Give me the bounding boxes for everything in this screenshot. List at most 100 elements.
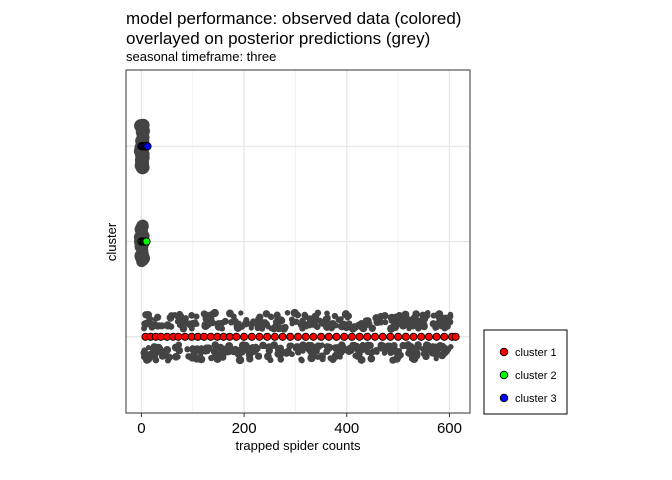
observed-point-cluster-1 bbox=[286, 332, 295, 341]
prediction-point bbox=[154, 343, 163, 353]
prediction-point bbox=[307, 353, 316, 363]
prediction-point bbox=[276, 316, 286, 325]
prediction-point bbox=[289, 351, 295, 358]
prediction-point bbox=[415, 325, 422, 332]
prediction-point bbox=[324, 310, 330, 317]
prediction-point bbox=[254, 352, 263, 360]
prediction-point bbox=[165, 353, 174, 362]
prediction-point bbox=[303, 324, 309, 330]
observed-point-cluster-1 bbox=[355, 332, 364, 341]
observed-point-cluster-1 bbox=[378, 332, 387, 341]
observed-data bbox=[137, 142, 460, 341]
observed-point-cluster-1 bbox=[232, 332, 241, 341]
observed-point-cluster-1 bbox=[293, 332, 303, 341]
observed-point-cluster-1 bbox=[247, 332, 256, 341]
observed-point-cluster-1 bbox=[332, 332, 341, 341]
prediction-point bbox=[171, 343, 180, 352]
prediction-point bbox=[167, 323, 175, 330]
prediction-point bbox=[311, 312, 320, 321]
prediction-point bbox=[172, 352, 180, 361]
prediction-point bbox=[246, 355, 254, 363]
prediction-point bbox=[337, 349, 345, 356]
chart-subtitle: seasonal timeframe: three bbox=[126, 49, 276, 64]
prediction-point bbox=[366, 321, 373, 327]
observed-point-cluster-1 bbox=[440, 332, 449, 341]
prediction-point bbox=[209, 310, 215, 317]
prediction-point bbox=[204, 320, 212, 329]
prediction-point bbox=[318, 320, 325, 327]
prediction-point bbox=[197, 349, 204, 357]
legend-key-cluster-2 bbox=[499, 370, 509, 380]
grid bbox=[126, 70, 470, 413]
prediction-point bbox=[374, 349, 380, 355]
prediction-point bbox=[188, 311, 196, 319]
prediction-point bbox=[332, 322, 339, 329]
observed-point-cluster-1 bbox=[432, 332, 441, 341]
x-axis: 0 200 400 600 bbox=[137, 413, 462, 437]
prediction-point bbox=[442, 350, 449, 357]
prediction-point bbox=[219, 325, 226, 332]
observed-point-cluster-1 bbox=[309, 332, 318, 341]
prediction-point bbox=[176, 310, 184, 318]
prediction-point bbox=[142, 355, 151, 364]
prediction-point bbox=[270, 324, 278, 333]
prediction-point bbox=[282, 348, 291, 357]
prediction-point bbox=[267, 313, 274, 320]
prediction-point bbox=[154, 313, 162, 321]
prediction-point bbox=[312, 322, 319, 329]
prediction-point bbox=[184, 346, 191, 353]
prediction-point bbox=[412, 310, 420, 318]
prediction-point bbox=[443, 317, 450, 324]
observed-point-cluster-1 bbox=[255, 332, 264, 341]
prediction-point bbox=[208, 354, 215, 362]
observed-point-cluster-1 bbox=[394, 332, 403, 341]
prediction-point bbox=[323, 343, 331, 350]
posterior-predictions bbox=[133, 118, 454, 365]
prediction-point bbox=[399, 341, 407, 350]
prediction-point bbox=[301, 311, 309, 319]
prediction-point bbox=[286, 342, 294, 350]
prediction-point bbox=[315, 354, 321, 360]
prediction-point bbox=[259, 341, 267, 350]
observed-point-cluster-1 bbox=[340, 332, 349, 341]
prediction-point bbox=[232, 347, 239, 354]
prediction-point bbox=[323, 322, 332, 331]
prediction-point bbox=[364, 341, 372, 349]
observed-point-cluster-1 bbox=[225, 332, 234, 341]
prediction-point bbox=[312, 347, 320, 355]
prediction-point bbox=[233, 323, 243, 333]
prediction-point bbox=[354, 354, 360, 360]
prediction-point bbox=[343, 325, 350, 332]
prediction-point bbox=[135, 226, 149, 239]
prediction-point bbox=[293, 343, 301, 351]
observed-point-cluster-1 bbox=[199, 332, 209, 341]
chart-title-line2: overlayed on posterior predictions (grey… bbox=[126, 29, 430, 48]
prediction-point bbox=[189, 345, 197, 353]
prediction-point bbox=[274, 346, 282, 353]
observed-point-cluster-1 bbox=[270, 332, 279, 341]
prediction-point bbox=[192, 319, 199, 326]
prediction-point bbox=[267, 357, 274, 364]
prediction-point bbox=[284, 310, 291, 316]
prediction-point bbox=[192, 354, 201, 363]
prediction-point bbox=[307, 343, 313, 350]
prediction-point bbox=[185, 353, 192, 360]
prediction-point bbox=[225, 346, 234, 356]
x-tick-label: 400 bbox=[334, 420, 359, 437]
observed-point-cluster-1 bbox=[401, 332, 410, 341]
observed-point-cluster-2 bbox=[142, 237, 151, 246]
prediction-point bbox=[145, 345, 152, 351]
observed-point-cluster-1 bbox=[347, 332, 356, 341]
prediction-point bbox=[238, 310, 244, 316]
prediction-point bbox=[331, 312, 339, 320]
prediction-point bbox=[294, 348, 302, 356]
prediction-point bbox=[138, 122, 148, 132]
observed-point-cluster-1 bbox=[386, 332, 395, 341]
legend: cluster 1 cluster 2 cluster 3 bbox=[483, 329, 568, 415]
prediction-point bbox=[403, 317, 410, 324]
prediction-point bbox=[389, 356, 397, 364]
observed-point-cluster-1 bbox=[263, 332, 272, 341]
prediction-point bbox=[421, 350, 429, 358]
prediction-point bbox=[447, 311, 454, 318]
y-axis-title: cluster bbox=[104, 222, 119, 261]
